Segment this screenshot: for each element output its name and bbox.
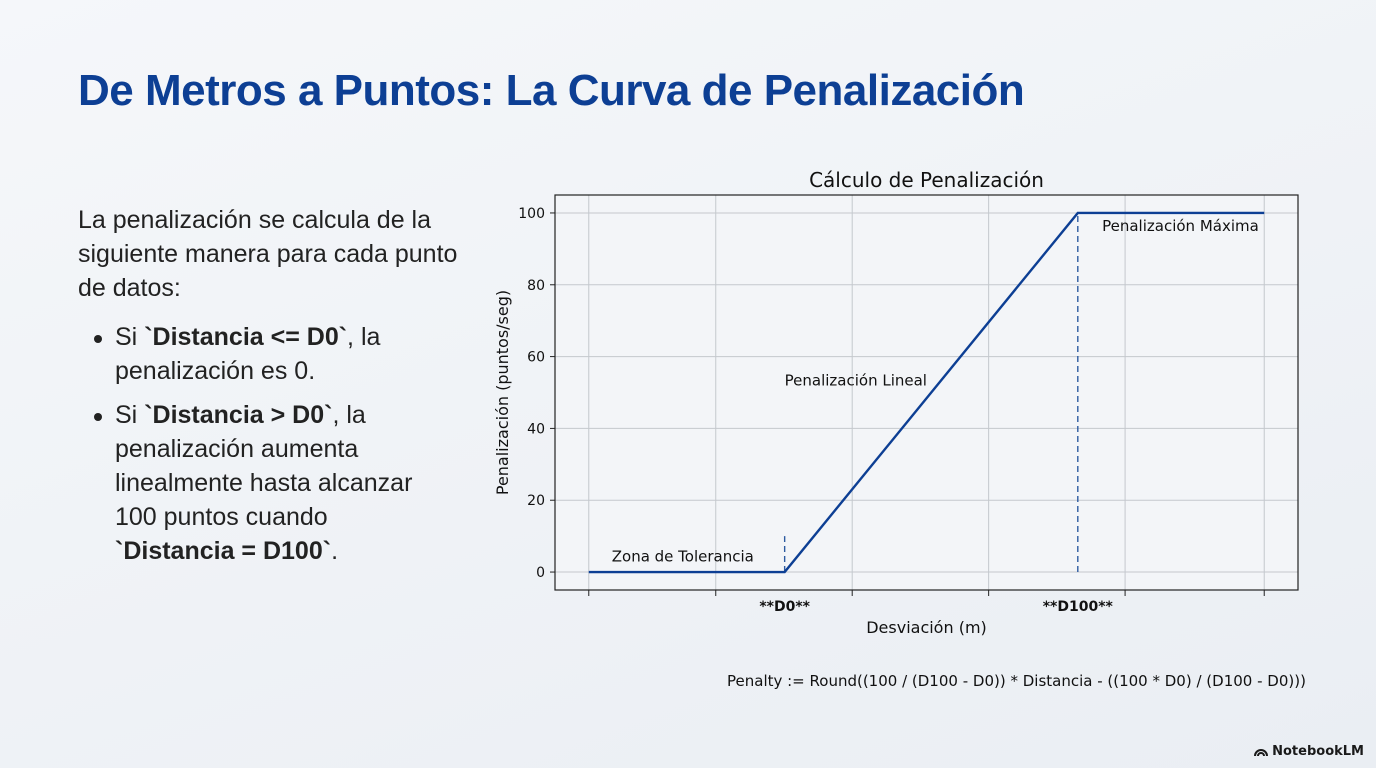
chart-title: Cálculo de Penalización [809, 168, 1044, 192]
intro-text: La penalización se calcula de la siguien… [78, 206, 458, 302]
rule-list: Si `Distancia <= D0`, la penalización es… [78, 320, 448, 578]
rule-result: , la penalización es 0. [115, 323, 381, 385]
rule-condition: `Distancia > D0` [144, 401, 333, 429]
penalty-curve [588, 211, 1265, 574]
y-tick-label: 80 [527, 278, 545, 294]
rule-end: . [331, 537, 339, 565]
y-tick-label: 20 [527, 493, 545, 509]
plot-frame [554, 194, 1299, 591]
brand-mark: NotebookLM [1254, 744, 1364, 759]
rule-result: , la penalización aumenta linealmente ha… [115, 401, 413, 531]
rule-condition: `Distancia <= D0` [144, 323, 348, 351]
y-tick-label: 0 [536, 565, 545, 581]
x-tick-label: **D100** [1043, 599, 1114, 615]
rule-prefix: Si [115, 401, 145, 429]
rule-prefix: Si [115, 323, 145, 351]
chart-annotation: Zona de Tolerancia [612, 547, 754, 565]
notebooklm-logo-icon [1254, 748, 1269, 756]
chart-annotation: Penalización Máxima [1102, 217, 1259, 235]
rule-item-linear: Si `Distancia > D0`, la penalización aum… [78, 398, 448, 568]
plot-area [555, 195, 1298, 590]
brand-name: NotebookLM [1272, 744, 1364, 759]
penalty-formula: Penalty := Round((100 / (D100 - D0)) * D… [727, 672, 1306, 690]
rule-item-zero: Si `Distancia <= D0`, la penalización es… [78, 320, 448, 388]
x-tick-label: **D0** [759, 599, 810, 615]
y-axis-label: Penalización (puntos/seg) [493, 290, 512, 495]
slide-title: De Metros a Puntos: La Curva de Penaliza… [78, 66, 1025, 115]
rule-condition-end: `Distancia = D100` [115, 537, 332, 565]
y-tick-label: 100 [518, 206, 545, 222]
y-tick-label: 40 [527, 421, 545, 437]
y-tick-label: 60 [527, 350, 545, 366]
penalty-chart: 0 20 40 60 80 100 **D0** **D100** Zona de Tolera… [493, 168, 1299, 637]
chart-annotation: Penalización Lineal [785, 371, 927, 389]
x-axis-label: Desviación (m) [866, 618, 987, 637]
